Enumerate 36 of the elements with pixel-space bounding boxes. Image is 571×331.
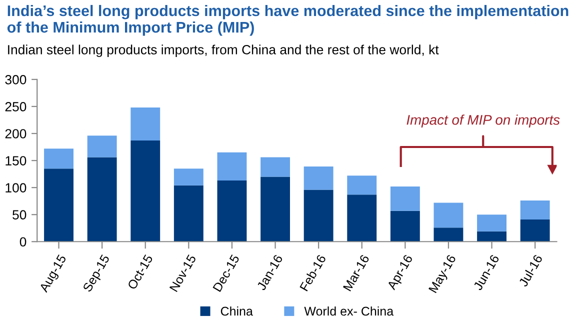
bar bbox=[347, 176, 377, 195]
bar bbox=[477, 231, 506, 242]
bar bbox=[477, 214, 506, 232]
legend-label: China bbox=[220, 306, 253, 316]
y-tick-label: 0 bbox=[20, 237, 26, 247]
bar bbox=[174, 185, 204, 242]
legend-label: World ex- China bbox=[304, 306, 394, 316]
chart-subtitle: Indian steel long products imports, from China and the rest of the world, kt bbox=[8, 44, 439, 57]
bar bbox=[520, 219, 550, 242]
bar bbox=[304, 190, 334, 242]
bar bbox=[87, 157, 117, 242]
bar bbox=[130, 108, 160, 141]
bar bbox=[304, 166, 334, 190]
bar bbox=[260, 157, 290, 177]
bar bbox=[434, 202, 464, 228]
bar bbox=[347, 194, 377, 242]
bar bbox=[520, 200, 550, 220]
bar bbox=[174, 168, 204, 186]
bar bbox=[217, 180, 247, 242]
chart-title: India’s steel long products imports have moderated since the implementation of the Minimum Import Price (MIP) bbox=[7, 4, 568, 36]
bar bbox=[434, 228, 464, 242]
bar bbox=[390, 186, 420, 211]
annotation: Impact of MIP on imports bbox=[406, 114, 560, 128]
y-tick-label: 150 bbox=[6, 156, 26, 166]
y-tick-label: 200 bbox=[5, 129, 26, 138]
bar bbox=[87, 136, 117, 158]
bar bbox=[130, 140, 160, 242]
bar bbox=[217, 152, 247, 181]
bar bbox=[44, 148, 74, 169]
bar bbox=[260, 176, 290, 242]
bar bbox=[390, 210, 420, 242]
bar bbox=[44, 168, 74, 242]
y-tick-label: 100 bbox=[6, 183, 26, 192]
y-tick-label: 300 bbox=[5, 75, 26, 84]
y-tick-label: 50 bbox=[12, 210, 26, 220]
y-tick-label: 250 bbox=[5, 102, 26, 112]
